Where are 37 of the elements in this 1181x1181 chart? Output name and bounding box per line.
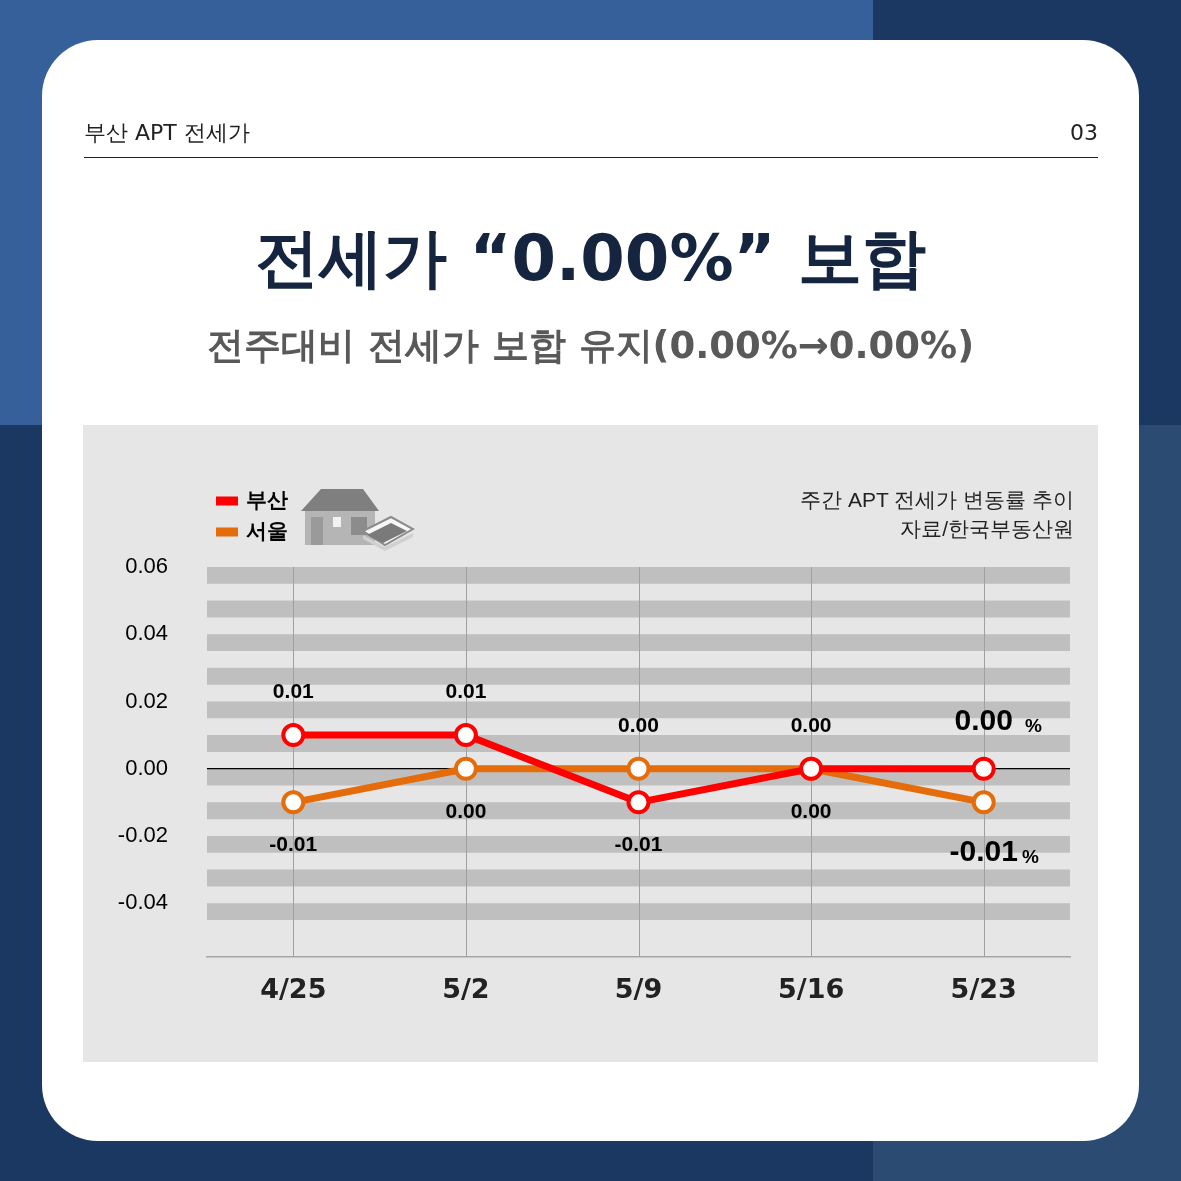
point <box>453 756 478 781</box>
point <box>626 756 651 781</box>
data-label: 0.00 <box>618 712 659 736</box>
data-label: -0.01% <box>949 833 1039 867</box>
text: 03 <box>1070 119 1098 147</box>
point <box>453 723 478 748</box>
point <box>971 756 996 781</box>
x-tick-label: 5/2 <box>442 973 490 1005</box>
y-tick-label: 0.02 <box>125 687 168 713</box>
text: 자료/한국부동산원 <box>900 516 1074 540</box>
y-tick-label: -0.04 <box>117 889 168 915</box>
data-label: 0.00 <box>790 712 832 736</box>
data-label: -0.01 <box>614 832 663 856</box>
legend-label: 서울 <box>246 518 288 542</box>
data-label: 0.01 <box>445 678 487 702</box>
legend-label: 부산 <box>246 487 288 511</box>
x-tick-label: 5/9 <box>614 973 663 1005</box>
y-tick-label: 0.04 <box>125 620 168 646</box>
point <box>971 790 996 815</box>
y-tick-label: 0.06 <box>125 553 168 579</box>
data-label: 0.01 <box>272 678 315 702</box>
y-tick-label: 0.00 <box>125 754 168 780</box>
point <box>281 723 306 748</box>
text: 부산 APT 전세가 <box>84 119 250 147</box>
data-label: 0.00 % <box>954 702 1042 736</box>
x-tick-label: 5/23 <box>950 973 1017 1005</box>
x-tick-label: 5/16 <box>777 973 845 1005</box>
chart-subtitle: 전주대비 전세가 보합 유지(0.00%→0.00%) <box>205 323 976 369</box>
x-tick-label: 4/25 <box>260 973 327 1005</box>
point <box>281 790 306 815</box>
text: 주간 APT 전세가 변동률 추이 <box>800 487 1074 511</box>
point <box>626 790 651 815</box>
data-label: 0.00 <box>445 798 487 822</box>
y-tick-label: -0.02 <box>117 822 168 848</box>
data-label: -0.01 <box>269 832 318 856</box>
chart-title: 전세가 “0.00%” 보합 <box>254 220 927 297</box>
data-label: 0.00 <box>790 798 832 822</box>
